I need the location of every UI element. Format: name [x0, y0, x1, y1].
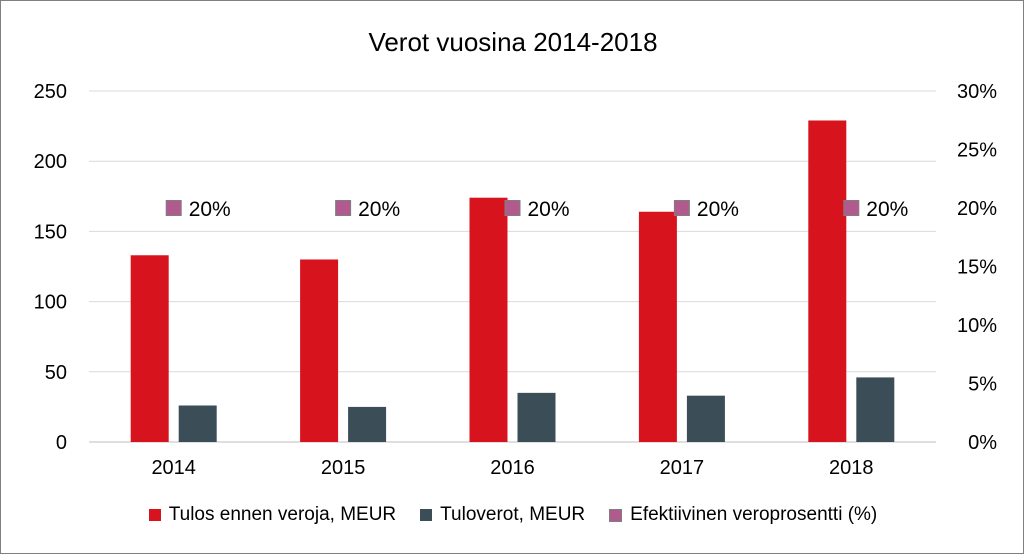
bar-pretax: [469, 197, 508, 442]
rate-marker: [843, 200, 860, 216]
rate-data-label: 20%: [697, 198, 739, 221]
bar-pretax: [808, 120, 847, 442]
legend-swatch-tax: [420, 509, 433, 521]
bars: [130, 120, 895, 442]
bar-pretax: [300, 259, 339, 442]
rate-data-label: 20%: [866, 198, 908, 221]
bar-tax: [856, 377, 895, 442]
legend-item-pretax: Tulos ennen veroja, MEUR: [148, 504, 397, 526]
rate-data-label: 20%: [358, 198, 400, 221]
x-tick-label: 2015: [321, 457, 366, 479]
bar-tax: [686, 395, 725, 442]
right-tick-label: 30%: [957, 81, 997, 103]
rate-marker: [335, 200, 352, 216]
bar-tax: [517, 392, 556, 442]
right-tick-label: 20%: [957, 198, 997, 220]
left-tick-label: 150: [34, 221, 67, 243]
legend-item-rate: Efektiivinen veroprosentti (%): [609, 504, 877, 526]
gridlines: [89, 90, 936, 443]
chart-canvas: Verot vuosina 2014-2018 050100150200250 …: [34, 27, 998, 479]
legend-label-tax: Tuloverot, MEUR: [440, 504, 586, 525]
rate-marker: [165, 200, 182, 216]
left-tick-label: 100: [34, 292, 67, 314]
right-axis-ticks: 0% 5% 10% 15% 20% 25% 30%: [957, 81, 997, 454]
markers: 20% 20% 20% 20% 20%: [165, 198, 908, 221]
x-tick-label: 2014: [151, 457, 196, 479]
right-tick-label: 0%: [968, 432, 997, 454]
rate-marker: [673, 200, 690, 216]
legend-swatch-rate: [609, 508, 623, 522]
right-tick-label: 25%: [957, 140, 997, 162]
legend: Tulos ennen veroja, MEUR Tuloverot, MEUR…: [1, 498, 1023, 532]
left-tick-label: 200: [34, 151, 67, 173]
left-tick-label: 250: [34, 81, 67, 103]
bar-tax: [348, 406, 387, 442]
legend-label-rate: Efektiivinen veroprosentti (%): [630, 504, 878, 525]
left-tick-label: 0: [56, 432, 67, 454]
bar-tax: [178, 405, 217, 442]
x-tick-label: 2018: [829, 457, 874, 479]
rate-data-label: 20%: [528, 198, 570, 221]
x-axis-ticks: 2014 2015 2016 2017 2018: [151, 457, 873, 479]
rate-marker: [504, 200, 521, 216]
rate-data-label: 20%: [189, 198, 231, 221]
bar-pretax: [130, 255, 169, 442]
right-tick-label: 15%: [957, 257, 997, 279]
right-tick-label: 10%: [957, 315, 997, 337]
x-tick-label: 2017: [660, 457, 705, 479]
bar-pretax: [638, 211, 677, 442]
left-tick-label: 50: [45, 362, 67, 384]
right-tick-label: 5%: [968, 374, 997, 396]
legend-label-pretax: Tulos ennen veroja, MEUR: [168, 504, 397, 525]
legend-item-tax: Tuloverot, MEUR: [420, 504, 585, 526]
chart-title: Verot vuosina 2014-2018: [368, 27, 657, 57]
x-tick-label: 2016: [490, 457, 535, 479]
left-axis-ticks: 0 50 100 150 200 250: [34, 81, 67, 454]
legend-swatch-pretax: [148, 509, 161, 521]
